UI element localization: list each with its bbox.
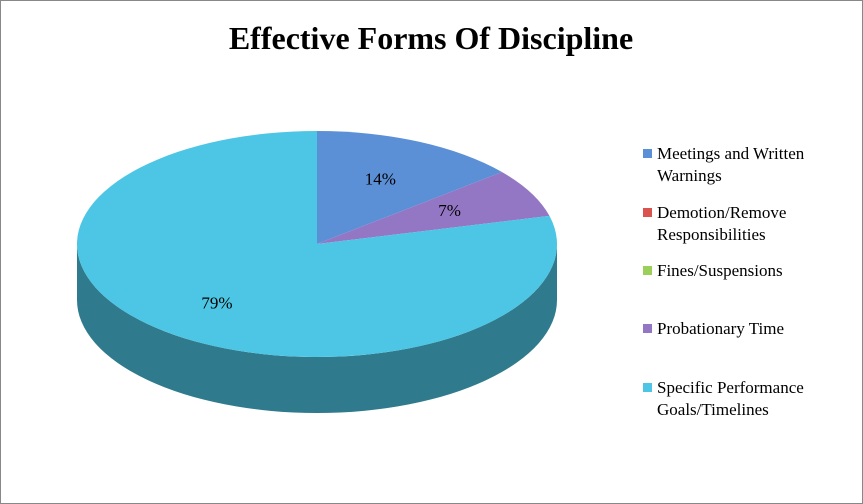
slice [317,131,502,244]
legend-label: Meetings and Written Warnings [657,144,805,185]
legend-swatch [643,324,652,333]
data-label: 14% [365,170,396,189]
data-label: 7% [438,201,461,220]
chart-title: Effective Forms Of Discipline [229,20,633,56]
legend-label: Demotion/Remove Responsibilities [657,203,787,244]
slice [77,131,558,358]
legend-swatch [643,149,652,158]
legend-swatch [643,208,652,217]
slice-side [77,244,557,413]
legend-label: Probationary Time [657,319,785,338]
data-label: 79% [201,294,232,313]
slice [317,171,550,244]
legend-label: Fines/Suspensions [657,261,783,280]
legend-swatch [643,266,652,275]
legend-swatch [643,383,652,392]
legend-label: Specific Performance Goals/Timelines [657,378,804,419]
